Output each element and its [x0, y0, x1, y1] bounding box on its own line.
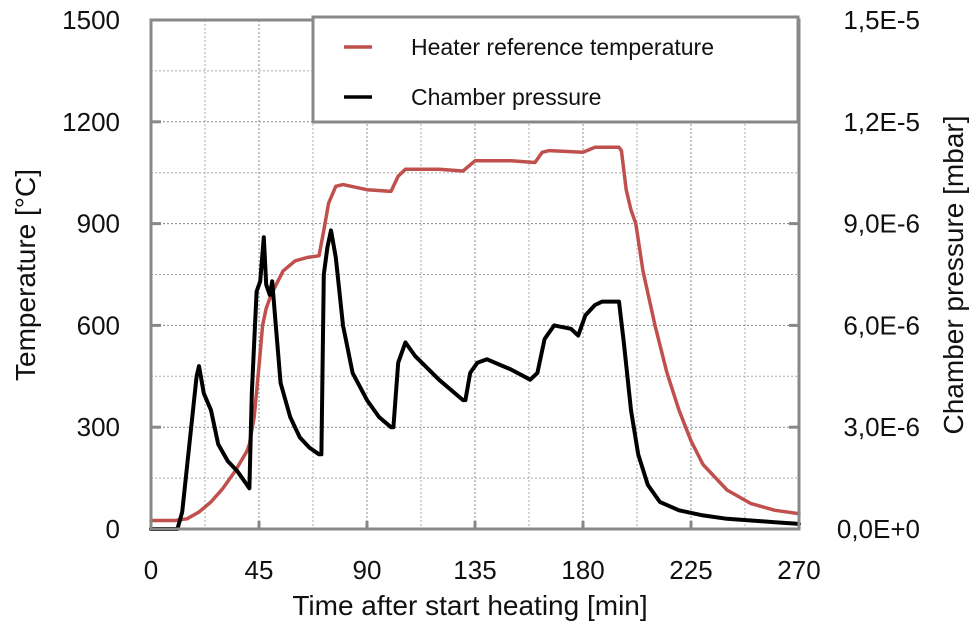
y-tick-label: 600 — [77, 310, 120, 340]
x-tick-label: 0 — [144, 555, 158, 585]
y-tick-label: 300 — [77, 412, 120, 442]
y2-tick-label: 1,5E-5 — [843, 5, 920, 35]
y2-tick-label: 6,0E-6 — [843, 310, 920, 340]
x-tick-label: 270 — [777, 555, 820, 585]
y-tick-label: 900 — [77, 209, 120, 239]
x-tick-label: 180 — [561, 555, 604, 585]
y-tick-label: 1200 — [62, 107, 120, 137]
series-line-chamber-pressure — [149, 228, 801, 531]
y2-tick-label: 0,0E+0 — [837, 514, 920, 544]
y-axis-title-right: Chamber pressure [mbar] — [938, 115, 969, 434]
series-layer — [149, 145, 801, 531]
legend-label-chamber-pressure: Chamber pressure — [411, 84, 601, 110]
ticks: 0 45 90 135 180 225 270 0 300 600 900 1200 1500 0,0E+… — [62, 5, 920, 585]
x-axis-title: Time after start heating [min] — [292, 590, 647, 621]
y2-tick-label: 1,2E-5 — [843, 107, 920, 137]
y2-tick-label: 3,0E-6 — [843, 412, 920, 442]
x-tick-label: 45 — [245, 555, 274, 585]
x-tick-label: 90 — [353, 555, 382, 585]
legend-label-heater-temperature: Heater reference temperature — [411, 34, 714, 60]
legend: Heater reference temperature Chamber pre… — [311, 15, 800, 124]
x-tick-label: 225 — [669, 555, 712, 585]
y2-tick-label: 9,0E-6 — [843, 209, 920, 239]
y-tick-label: 0 — [106, 514, 120, 544]
y-axis-title-left: Temperature [°C] — [10, 169, 41, 381]
x-tick-label: 135 — [453, 555, 496, 585]
legend-box — [311, 15, 800, 124]
y-tick-label: 1500 — [62, 5, 120, 35]
